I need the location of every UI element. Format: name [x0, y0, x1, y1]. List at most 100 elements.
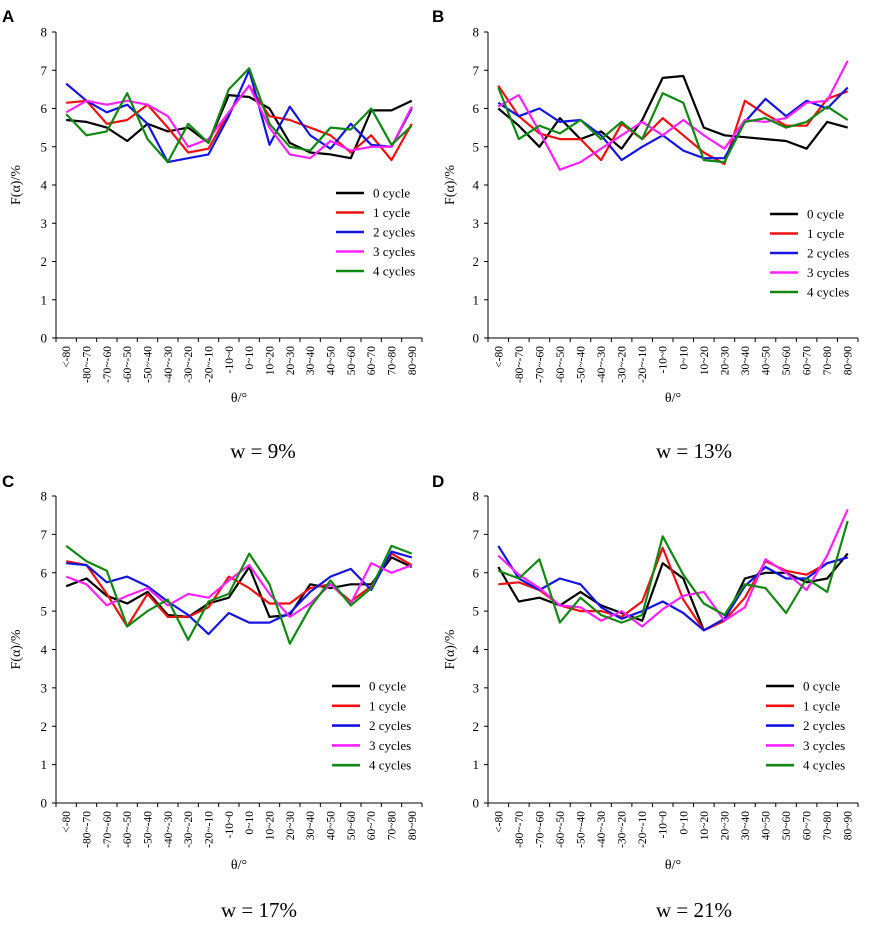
y-tick-label: 4	[473, 178, 480, 193]
x-tick-label: -30~-20	[617, 811, 629, 848]
x-tick-label: -40~-30	[163, 346, 175, 383]
x-tick-label: 60~70	[802, 346, 814, 375]
x-tick-label: -70~-60	[102, 811, 114, 848]
y-tick-label: 6	[41, 101, 48, 116]
y-tick-label: 5	[473, 604, 480, 619]
x-tick-label: 80~90	[843, 346, 855, 375]
legend-label: 3 cycles	[807, 265, 849, 280]
x-axis-label: θ/°	[665, 391, 681, 406]
x-tick-label: -70~-60	[534, 811, 546, 848]
panel-letter: D	[432, 472, 444, 491]
x-tick-label: -40~-30	[163, 811, 175, 848]
legend-label: 3 cycles	[369, 738, 411, 753]
legend-label: 0 cycle	[807, 207, 844, 222]
y-tick-label: 5	[473, 139, 480, 154]
y-tick-label: 8	[41, 489, 48, 504]
legend-label: 4 cycles	[369, 758, 411, 773]
y-tick-label: 6	[473, 101, 480, 116]
x-tick-label: 0~10	[678, 811, 690, 835]
y-axis-label: F(α)/%	[443, 629, 458, 669]
x-tick-label: 30~40	[740, 811, 752, 840]
x-tick-label: -10~0	[224, 346, 236, 374]
x-tick-label: -80~-70	[514, 811, 526, 848]
x-tick-label: 10~20	[265, 811, 277, 840]
y-tick-label: 4	[473, 642, 480, 657]
y-tick-label: 2	[41, 254, 48, 269]
y-tick-label: 6	[473, 565, 480, 580]
panel-caption: w = 13%	[656, 439, 732, 463]
x-tick-label: -50~-40	[576, 346, 588, 383]
x-tick-label: 30~40	[305, 346, 317, 375]
y-axis-label: F(α)/%	[443, 165, 458, 205]
y-tick-label: 5	[41, 139, 48, 154]
y-tick-label: 1	[473, 292, 480, 307]
panel-letter: A	[2, 7, 14, 26]
y-tick-label: 7	[41, 527, 48, 542]
chart-panel-a: A 0 1 2 3 4 5 6 7 8 <-80 -80~-70 -70~-60 -60~-50 -50~-…	[2, 7, 423, 463]
x-tick-label: -20~-10	[637, 811, 649, 848]
x-tick-label: -20~-10	[637, 346, 649, 383]
legend-label: 4 cycles	[807, 285, 849, 300]
y-tick-label: 8	[41, 25, 48, 40]
x-tick-label: -60~-50	[122, 346, 134, 383]
x-tick-label: <-80	[493, 811, 505, 833]
chart-panel-b: B 0 1 2 3 4 5 6 7 8 <-80 -80~-70 -70~-60 -60~-50 -50~-…	[432, 7, 859, 463]
x-tick-label: -40~-30	[596, 346, 608, 383]
x-tick-label: 50~60	[346, 346, 358, 375]
x-tick-label: -60~-50	[555, 811, 567, 848]
y-tick-label: 3	[41, 216, 48, 231]
x-tick-label: -20~-10	[204, 346, 216, 383]
x-tick-label: 30~40	[305, 811, 317, 840]
y-tick-label: 0	[473, 331, 480, 346]
x-tick-label: -40~-30	[596, 811, 608, 848]
x-tick-label: 40~50	[761, 811, 773, 840]
y-tick-label: 6	[41, 565, 48, 580]
series-line-1	[65, 552, 413, 628]
series-line-4	[497, 520, 849, 624]
x-tick-label: 60~70	[366, 346, 378, 375]
x-tick-label: 20~30	[285, 346, 297, 375]
y-axis-label: F(α)/%	[9, 165, 24, 205]
legend-label: 4 cycles	[373, 264, 415, 279]
y-tick-label: 7	[473, 63, 480, 78]
x-tick-label: <-80	[61, 811, 73, 833]
x-tick-label: -30~-20	[183, 346, 195, 383]
x-tick-label: -50~-40	[143, 346, 155, 383]
x-tick-label: -30~-20	[617, 346, 629, 383]
y-tick-label: 2	[41, 719, 48, 734]
x-tick-label: 20~30	[285, 811, 297, 840]
x-tick-label: 40~50	[761, 346, 773, 375]
legend-label: 1 cycle	[807, 226, 844, 241]
legend-label: 0 cycle	[803, 679, 840, 694]
x-tick-label: -80~-70	[82, 346, 94, 383]
legend-label: 4 cycles	[803, 758, 845, 773]
x-tick-label: -50~-40	[576, 811, 588, 848]
x-tick-label: 80~90	[843, 811, 855, 840]
y-tick-label: 8	[473, 489, 480, 504]
x-tick-label: 80~90	[407, 811, 419, 840]
chart-panel-d: D 0 1 2 3 4 5 6 7 8 <-80 -80~-70 -70~-60 -60~-50 -50~-…	[432, 472, 859, 922]
legend-label: 1 cycle	[369, 698, 406, 713]
series-line-2	[497, 86, 849, 162]
x-tick-label: -10~0	[224, 811, 236, 839]
legend-label: 2 cycles	[373, 225, 415, 240]
x-tick-label: -70~-60	[102, 346, 114, 383]
panel-caption: w = 17%	[221, 898, 297, 922]
series-line-1	[498, 546, 848, 632]
y-tick-label: 1	[41, 292, 48, 307]
x-tick-label: -10~0	[658, 346, 670, 374]
x-tick-label: -60~-50	[555, 346, 567, 383]
x-tick-label: 10~20	[699, 811, 711, 840]
legend-label: 2 cycles	[369, 718, 411, 733]
series-line-2	[66, 550, 413, 636]
x-tick-label: 70~80	[387, 346, 399, 375]
y-tick-label: 3	[41, 680, 48, 695]
panel-letter: C	[2, 472, 14, 491]
x-tick-label: 30~40	[740, 346, 752, 375]
x-tick-label: 80~90	[407, 346, 419, 375]
x-tick-label: 20~30	[719, 811, 731, 840]
series-line-3	[497, 508, 849, 628]
x-tick-label: -20~-10	[204, 811, 216, 848]
legend-label: 0 cycle	[369, 679, 406, 694]
